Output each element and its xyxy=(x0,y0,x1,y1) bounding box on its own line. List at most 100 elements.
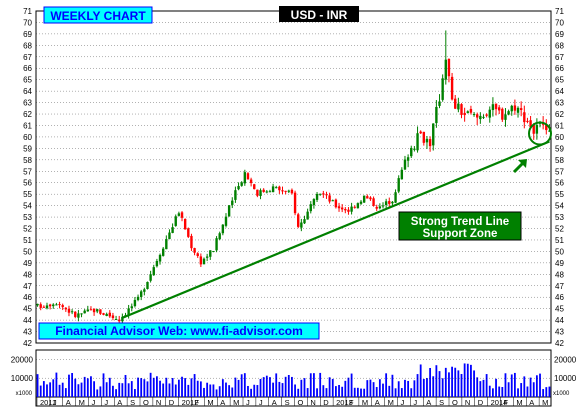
volume-bar xyxy=(256,385,259,397)
candle-body xyxy=(39,304,42,308)
candle-body xyxy=(497,107,501,111)
y-tick-label-right: 52 xyxy=(555,225,564,234)
candle-body xyxy=(340,207,344,210)
candle-body xyxy=(397,178,400,192)
candle-body xyxy=(171,227,174,233)
candle-body xyxy=(253,184,256,190)
volume-tick-label-right: 10000 xyxy=(554,374,577,383)
volume-bar xyxy=(366,380,369,397)
volume-bar xyxy=(108,377,111,397)
candle-body xyxy=(278,186,281,191)
y-tick-label-left: 53 xyxy=(23,213,32,222)
y-axis-right: 42 43 44 45 46 47 48 49 50 51 52 53 54 55 56 57 58 59 60 61… xyxy=(555,7,564,348)
candle-body xyxy=(328,195,331,202)
candle-body xyxy=(86,309,90,312)
candle-body xyxy=(92,308,96,313)
candle-body xyxy=(240,182,243,186)
volume-bar xyxy=(287,374,290,397)
volume-bar xyxy=(171,378,174,397)
candle-body xyxy=(297,214,300,227)
candle-body xyxy=(416,133,419,151)
volume-bar xyxy=(64,388,67,397)
price-panel-frame xyxy=(35,10,552,344)
volume-bar xyxy=(454,367,457,397)
candle-body xyxy=(177,213,181,216)
volume-bar xyxy=(237,379,240,397)
volume-bar xyxy=(61,382,64,397)
candle-body xyxy=(275,187,278,189)
candle-body xyxy=(70,311,74,313)
candle-body xyxy=(114,319,118,321)
volume-bar xyxy=(394,388,397,397)
volume-bar xyxy=(281,383,284,397)
volume-bar xyxy=(322,385,325,397)
volume-bar xyxy=(535,375,538,397)
volume-bar xyxy=(429,368,432,397)
candle-body xyxy=(369,197,372,200)
volume-bar xyxy=(259,378,262,397)
y-tick-label-right: 48 xyxy=(555,270,564,279)
volume-bar xyxy=(265,375,268,397)
x-tick-label: O xyxy=(452,398,458,407)
volume-bar xyxy=(485,374,488,397)
y-tick-label-left: 48 xyxy=(23,270,32,279)
x-tick-label: J xyxy=(246,398,250,407)
y-tick-label-left: 56 xyxy=(23,179,32,188)
volume-bar xyxy=(134,389,136,397)
volume-bars xyxy=(36,363,551,397)
y-tick-label-left: 71 xyxy=(23,7,32,16)
candle-body xyxy=(55,304,58,306)
candle-body xyxy=(435,106,438,124)
volume-bar xyxy=(58,384,61,397)
candle-body xyxy=(102,313,105,315)
candle-body xyxy=(394,192,397,203)
candle-body xyxy=(425,138,429,143)
candle-body xyxy=(381,205,385,207)
volume-bar xyxy=(517,388,519,397)
candle-body xyxy=(155,260,159,267)
candle-body xyxy=(548,130,551,132)
x-tick-label: A xyxy=(529,398,534,407)
candle-body xyxy=(193,248,196,253)
candle-body xyxy=(300,222,303,228)
volume-bar xyxy=(372,382,375,397)
volume-bar xyxy=(378,379,381,397)
volume-bar xyxy=(193,374,196,397)
volume-bar xyxy=(215,389,218,397)
volume-bar xyxy=(356,387,359,397)
x-tick-label: A xyxy=(117,398,122,407)
volume-bar xyxy=(162,383,165,397)
candle-body xyxy=(457,103,460,110)
x-tick-label: A xyxy=(66,398,71,407)
volume-bar xyxy=(39,385,42,397)
volume-bar xyxy=(404,379,406,397)
volume-bar xyxy=(466,363,469,397)
candle-body xyxy=(165,239,168,250)
candle-body xyxy=(476,114,479,118)
volume-bar xyxy=(90,376,92,397)
x-tick-label: M xyxy=(233,398,239,407)
candle-body xyxy=(127,308,130,316)
y-tick-label-right: 56 xyxy=(555,179,564,188)
volume-bar xyxy=(250,388,253,397)
volume-bar xyxy=(470,364,472,397)
volume-bar xyxy=(529,377,532,397)
volume-bar xyxy=(369,379,372,397)
volume-tick-label-right: 20000 xyxy=(554,355,577,364)
x-axis-frame xyxy=(35,396,552,407)
volume-bar xyxy=(42,381,45,397)
y-tick-label-left: 60 xyxy=(23,133,32,142)
candle-body xyxy=(108,312,111,317)
volume-bar xyxy=(93,381,95,397)
x-tick-label: O xyxy=(298,398,304,407)
volume-bar xyxy=(391,374,394,397)
candle-body xyxy=(80,313,83,315)
y-tick-label-left: 47 xyxy=(23,282,32,291)
candle-body xyxy=(523,112,526,123)
y-tick-label-right: 44 xyxy=(555,316,564,325)
support-zone-annotation: Strong Trend Line Support Zone xyxy=(398,211,522,241)
x-tick-label: J xyxy=(92,398,96,407)
support-label-line2: Support Zone xyxy=(423,228,498,240)
candle-body xyxy=(234,190,237,200)
y-tick-label-right: 71 xyxy=(555,7,564,16)
